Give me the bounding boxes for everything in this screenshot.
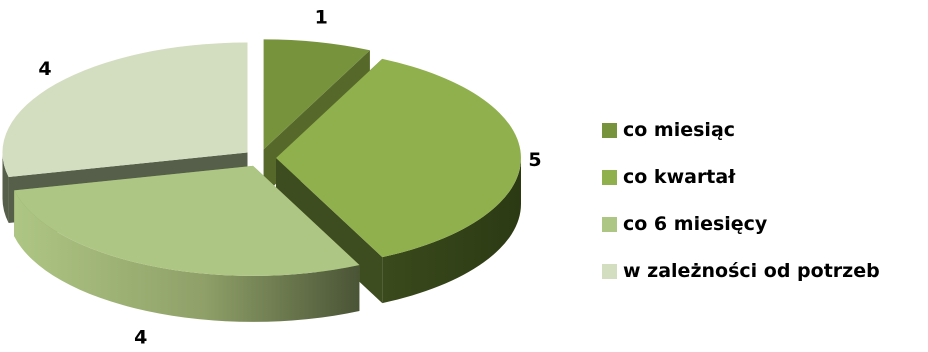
- legend-item-co-kwartal: co kwartał: [602, 159, 928, 195]
- data-label-co-kwartal: 5: [528, 149, 541, 171]
- legend-label: co 6 miesięcy: [623, 213, 768, 235]
- legend-swatch: [602, 216, 617, 232]
- legend-item-co-miesiac: co miesiąc: [602, 112, 928, 148]
- legend-label: co kwartał: [623, 166, 736, 188]
- legend-label: w zależności od potrzeb: [623, 260, 880, 282]
- legend: co miesiąc co kwartał co 6 miesięcy w za…: [602, 112, 928, 300]
- legend-item-w-zaleznosci: w zależności od potrzeb: [602, 253, 928, 289]
- legend-label: co miesiąc: [623, 119, 736, 141]
- data-label-co-6-miesiecy: 4: [134, 327, 147, 349]
- pie-slice-co-6-miesiecy: [14, 165, 360, 322]
- legend-item-co-6-miesiecy: co 6 miesięcy: [602, 206, 928, 242]
- legend-swatch: [602, 263, 617, 279]
- legend-swatch: [602, 122, 617, 138]
- legend-swatch: [602, 169, 617, 185]
- data-label-co-miesiac: 1: [315, 7, 328, 29]
- data-label-w-zaleznosci-od-potrzeb: 4: [38, 58, 51, 80]
